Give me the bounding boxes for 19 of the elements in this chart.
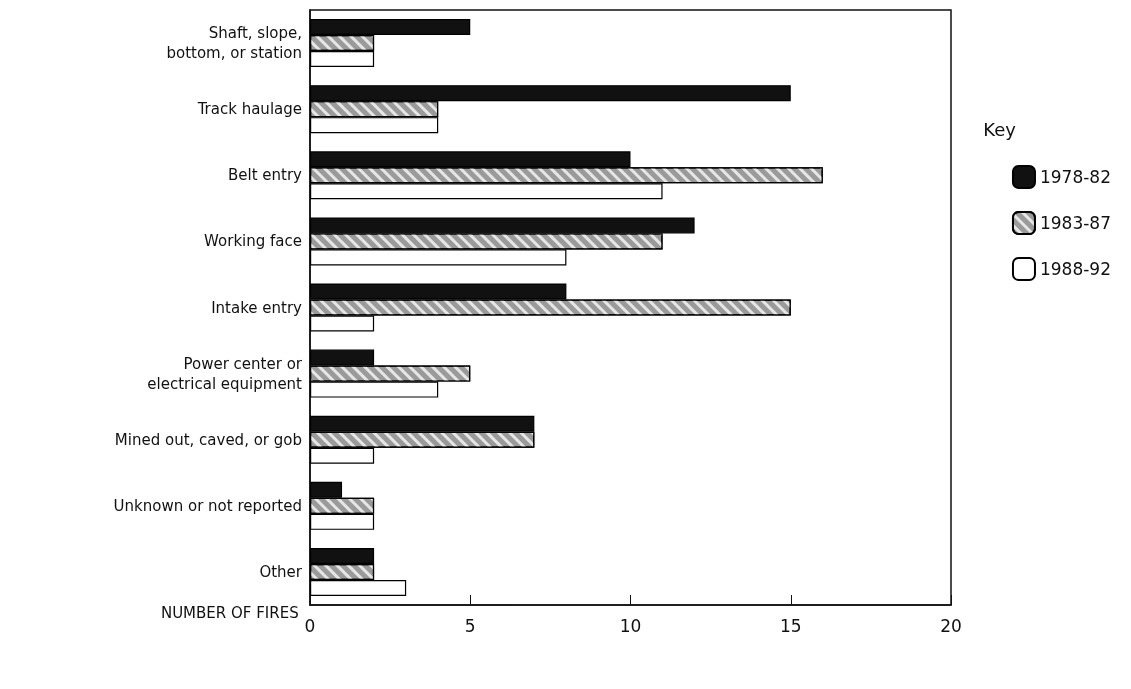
- x-tick-label: 20: [940, 615, 962, 636]
- y-tick-label: Power center or electrical equipment: [147, 354, 303, 393]
- y-tick-label: Other: [259, 562, 303, 581]
- legend-label: 1988-92: [1039, 259, 1111, 279]
- legend-label: 1978-82: [1039, 167, 1111, 187]
- x-tick-label: 5: [464, 615, 476, 636]
- y-tick-label: Mined out, caved, or gob: [114, 430, 302, 449]
- y-tick-label: Track haulage: [196, 100, 302, 119]
- x-axis-title: NUMBER OF FIRES: [160, 603, 299, 622]
- y-tick-label: Unknown or not reported: [113, 496, 302, 515]
- y-tick-label: Intake entry: [211, 298, 303, 317]
- x-tick-label: 10: [619, 615, 642, 636]
- x-tick-label: 15: [779, 615, 802, 636]
- y-tick-label: Working face: [204, 232, 302, 251]
- y-tick-label: Belt entry: [228, 166, 303, 185]
- legend-label: 1983-87: [1039, 213, 1111, 233]
- y-tick-label: Shaft, slope, bottom, or station: [166, 24, 302, 63]
- legend-title: Key: [983, 118, 1017, 140]
- x-tick-label: 0: [304, 615, 316, 636]
